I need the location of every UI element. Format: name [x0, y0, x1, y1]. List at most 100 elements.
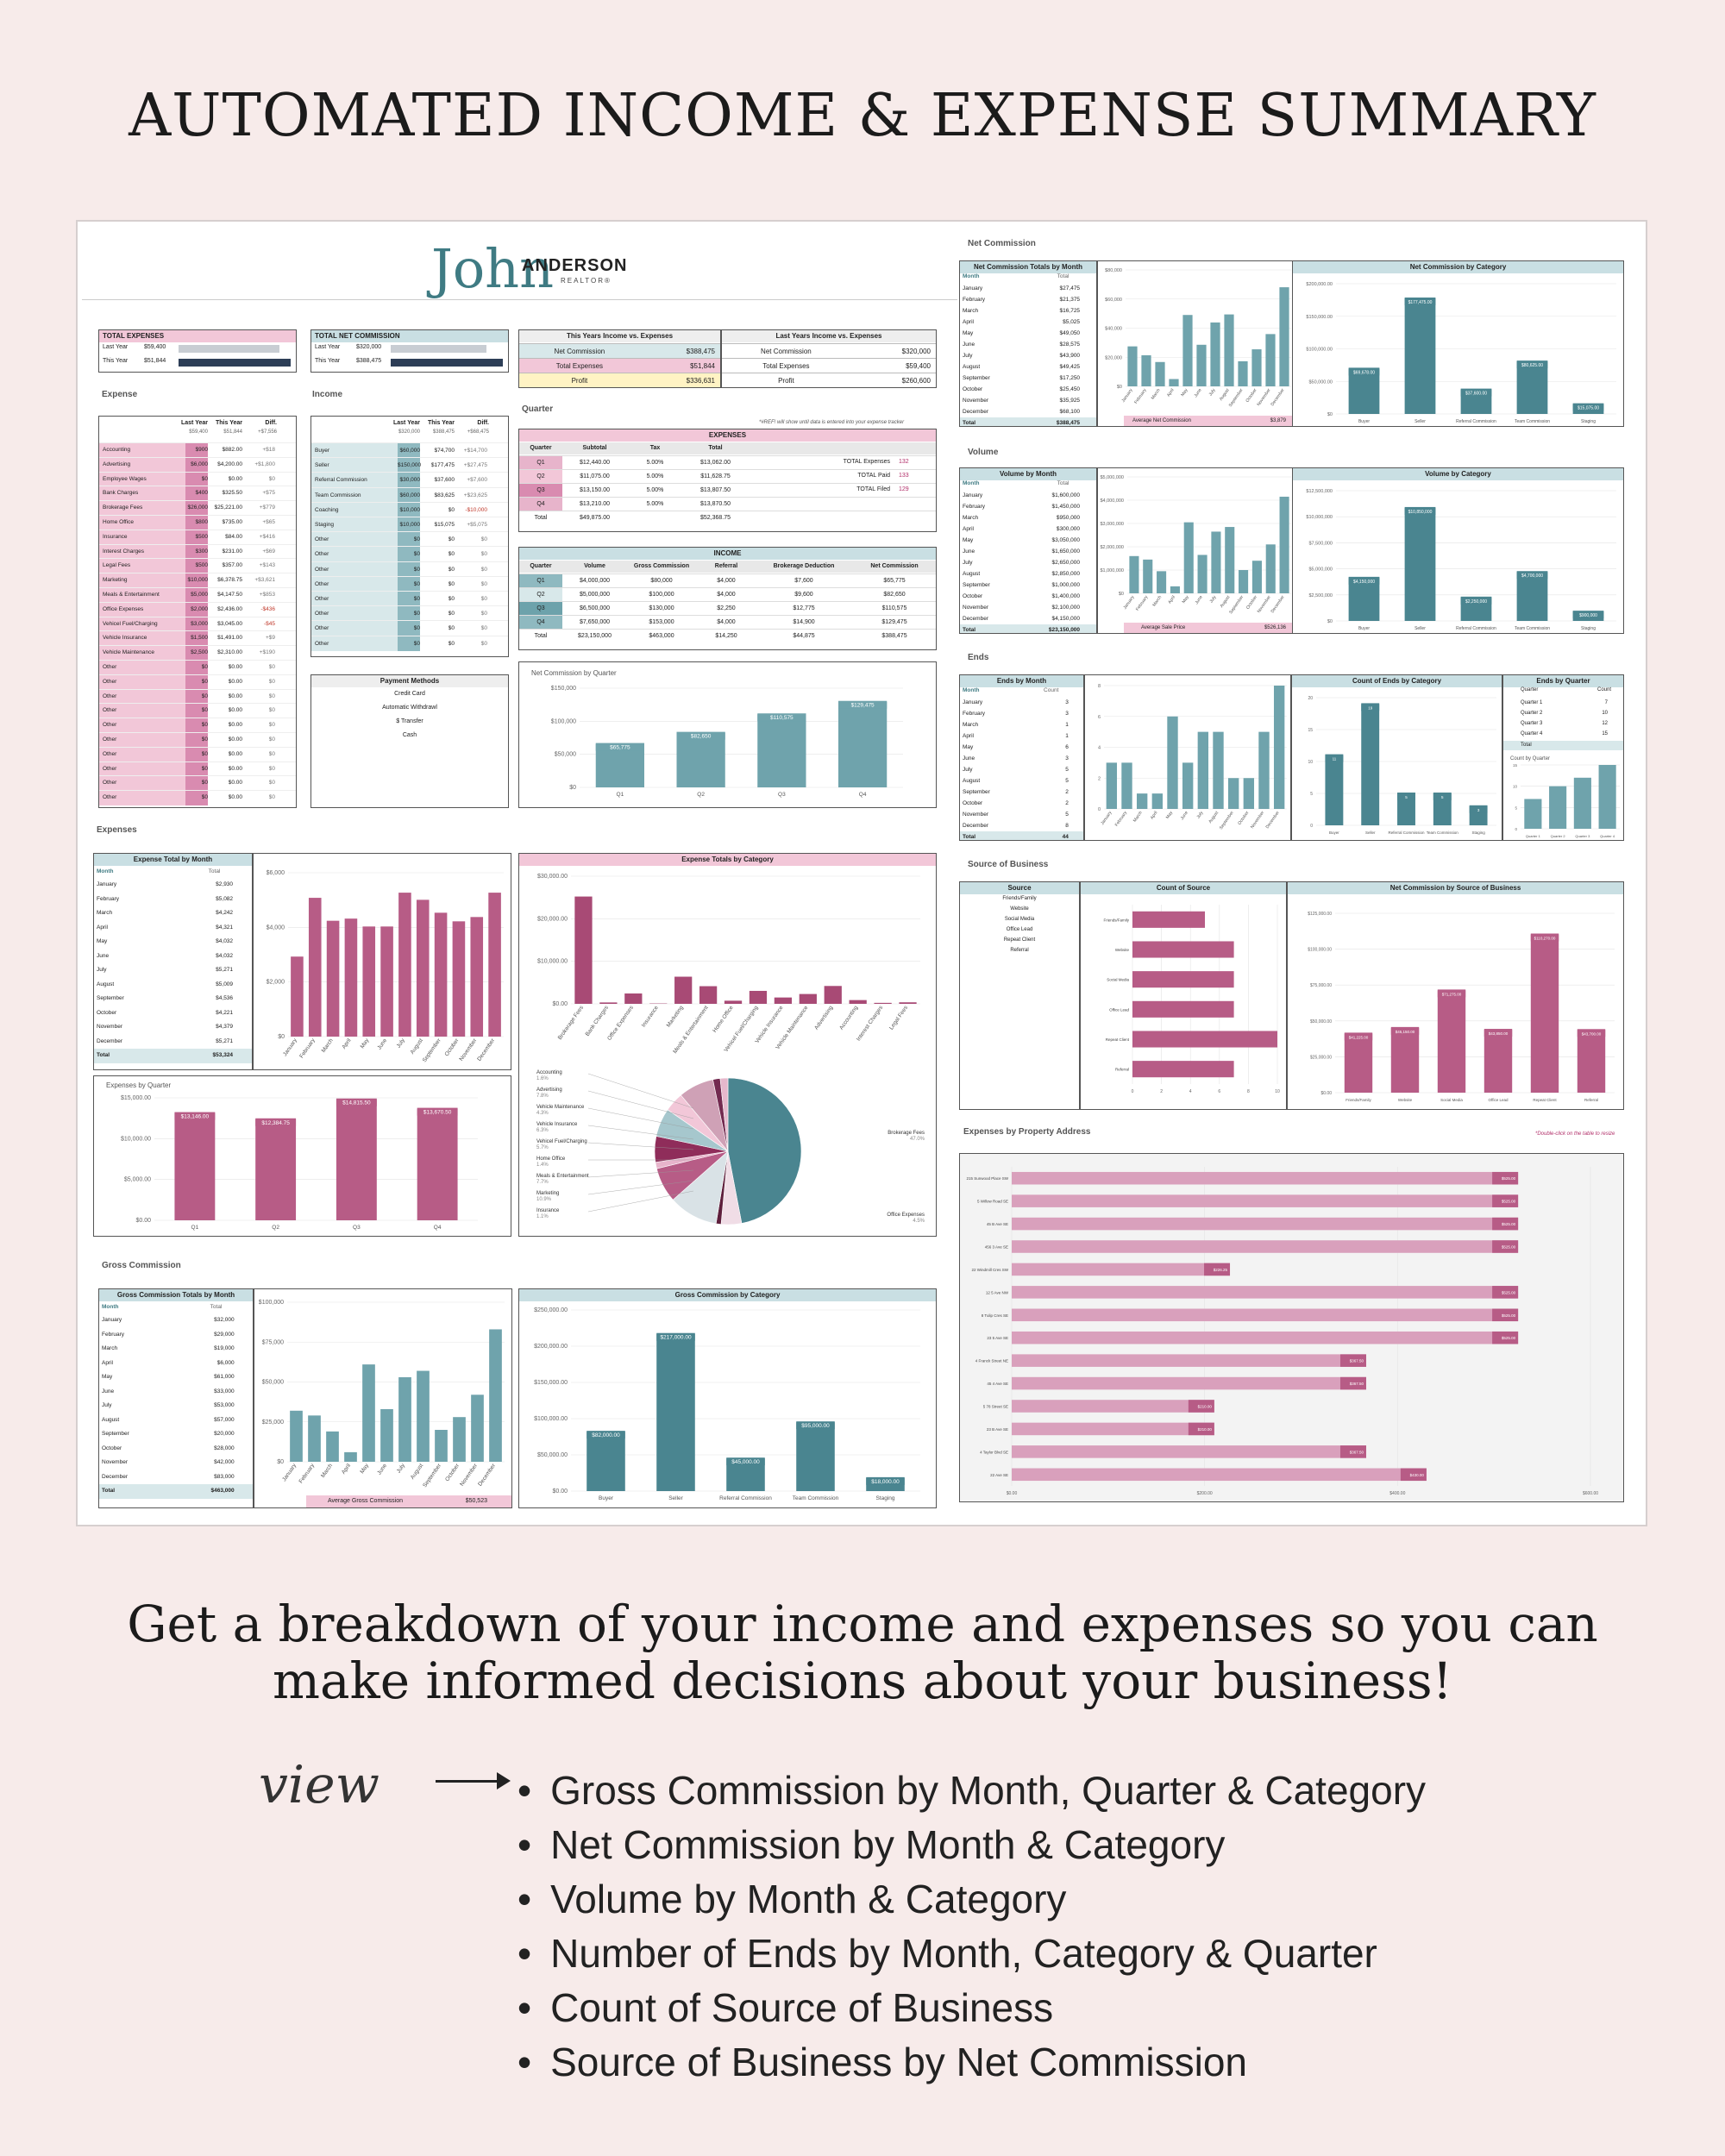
data-label: $13,670.50 — [423, 1110, 452, 1116]
y-tick-label: $50,000.00 — [537, 1452, 568, 1458]
table-row: Q2 $11,075.00 5.00% $11,628.75 — [519, 469, 936, 484]
table-head: Source — [960, 882, 1079, 894]
chart-title: Expenses by Quarter — [106, 1081, 172, 1089]
x-tick-label: Q1 — [191, 1225, 199, 1231]
table-row: May $49,050 — [960, 328, 1096, 339]
total-cell: $320,000 — [398, 429, 420, 435]
summary-label: This Year — [315, 358, 341, 364]
pie-leader — [587, 1090, 694, 1119]
property-expense-panel: $0.00 $200.00 $400.00 $600.00 215 Sunwood Pl… — [959, 1153, 1624, 1502]
bar — [1155, 361, 1165, 386]
feature-list-item: Source of Business by Net Commission — [518, 2035, 1426, 2090]
diff-cell: +$18 — [262, 447, 275, 453]
diff-cell: -$45 — [263, 620, 275, 627]
pie-leader — [587, 1190, 694, 1213]
x-tick-label: November — [459, 1462, 479, 1487]
diff-cell: -$436 — [260, 605, 275, 612]
x-tick-label: August — [1219, 387, 1231, 402]
feature-list-item: Count of Source of Business — [518, 1981, 1426, 2035]
x-tick-label: April — [1167, 595, 1176, 605]
bar — [1484, 1030, 1513, 1093]
x-tick-label: August — [1220, 594, 1232, 609]
quarter-cell: Quarter 2 — [1521, 711, 1543, 716]
bar — [398, 1376, 411, 1462]
data-label-bg — [1390, 1026, 1420, 1035]
bar — [417, 1370, 430, 1462]
row-label: Accounting — [99, 443, 185, 458]
value-cell: $5,009 — [216, 981, 234, 987]
table-cell: Q1 — [519, 574, 562, 588]
expense-total-by-month-table: Expense Total by Month Month Total January… — [93, 853, 253, 1070]
feature-list-item: Net Commission by Month & Category — [518, 1818, 1426, 1872]
row-label: Other — [99, 761, 185, 777]
data-label-bg — [1361, 703, 1380, 711]
pie-slice — [727, 1077, 802, 1224]
x-tick-label: Staging — [1471, 830, 1485, 835]
bar — [1549, 786, 1567, 829]
this-year-cell: $0.00 — [228, 780, 242, 787]
column-header: Last Year — [392, 420, 420, 426]
bar — [1132, 971, 1234, 988]
x-tick-label: December — [1270, 594, 1286, 614]
y-tick-label: 45 4 Ave SE — [987, 1382, 1008, 1386]
y-tick-label: $20,000.00 — [537, 916, 568, 922]
row-label: Other — [311, 547, 398, 562]
section-property-expenses: Expenses by Property Address — [963, 1127, 1091, 1137]
this-year-cell: $0 — [448, 580, 455, 587]
table-cell: $13,210.00 — [579, 501, 611, 507]
last-year-income-vs-expenses: Last Years Income vs. Expenses Net Commi… — [721, 329, 937, 388]
source-item: Office Lead — [1006, 927, 1033, 932]
value-cell: $21,375 — [1059, 297, 1081, 303]
table-row: Office Expenses $2,000 $2,436.00 -$436 — [99, 601, 296, 617]
table-head: Volume by Month — [960, 468, 1096, 480]
table-cell: $65,775 — [883, 578, 906, 584]
column-header: This Year — [215, 420, 242, 426]
count-of-source-chart: 0 2 4 6 8 10 Friends/Family Website Social Media… — [1103, 905, 1280, 1094]
bar — [362, 926, 376, 1037]
x-tick-label: August — [410, 1037, 424, 1056]
data-label: $367.50 — [1350, 1382, 1364, 1386]
data-label: $82,000.00 — [592, 1432, 620, 1438]
table-row: April 1 — [960, 730, 1083, 742]
bar — [336, 1099, 377, 1220]
x-tick-label: February — [1135, 594, 1150, 611]
table-row: Brokerage Fees $26,000 $25,221.00 +$779 — [99, 500, 296, 516]
logo-first-name: John — [431, 237, 555, 300]
expenses-by-quarter-chart: $0.00 $5,000.00 $10,000.00 $15,000.00 $13,14… — [121, 1095, 478, 1231]
table-row: Coaching $10,000 $0 -$10,000 — [311, 501, 508, 517]
bar — [1213, 731, 1224, 809]
diff-cell: +$9 — [265, 635, 275, 642]
data-label: $210.00 — [1198, 1405, 1213, 1409]
data-label-bg — [1437, 989, 1466, 998]
month-cell: January — [97, 881, 117, 887]
chart-head: Gross Commission by Category — [519, 1289, 936, 1301]
table-row: Other $0 $0 $0 — [311, 605, 508, 622]
spreadsheet-dashboard[interactable]: John ANDERSON REALTOR® TOTAL EXPENSES La… — [76, 220, 1647, 1526]
data-label: 11 — [1333, 757, 1337, 761]
section-net-commission: Net Commission — [968, 239, 1036, 248]
bar — [1344, 1033, 1373, 1093]
row-label: Other — [311, 561, 398, 577]
month-cell: June — [97, 952, 110, 959]
y-tick-label: 12 5 Ave NW — [986, 1290, 1009, 1294]
pie-label: Marketing — [536, 1191, 559, 1196]
last-year-cell: $0 — [185, 674, 208, 690]
month-cell: December — [963, 616, 988, 622]
table-row: September 2 — [960, 787, 1083, 798]
value-cell: 3 — [1065, 711, 1069, 717]
pie-label: Insurance — [536, 1208, 560, 1213]
bar — [453, 1417, 466, 1462]
month-cell: July — [97, 967, 107, 973]
expense-by-month-chart: $0 $2,000 $4,000 $6,000 January February March… — [267, 870, 504, 1063]
table-row: February $1,450,000 — [960, 501, 1096, 512]
value-cell: 5 — [1065, 812, 1069, 818]
x-tick-label: February — [298, 1037, 317, 1060]
table-row: Other $0 $0.00 $0 — [99, 718, 296, 733]
payment-method-item: Credit Card — [394, 691, 425, 697]
month-cell: August — [97, 981, 115, 987]
row-label: Other — [311, 532, 398, 548]
expenses-by-quarter-panel: Expenses by Quarter $0.00 $5,000.00 $10,00… — [93, 1075, 511, 1237]
table-head: Gross Commission Totals by Month — [99, 1289, 253, 1301]
table-row: June 3 — [960, 753, 1083, 764]
expense-by-category-panel: Expense Totals by Category $0.00 $10,000.… — [518, 853, 937, 1237]
